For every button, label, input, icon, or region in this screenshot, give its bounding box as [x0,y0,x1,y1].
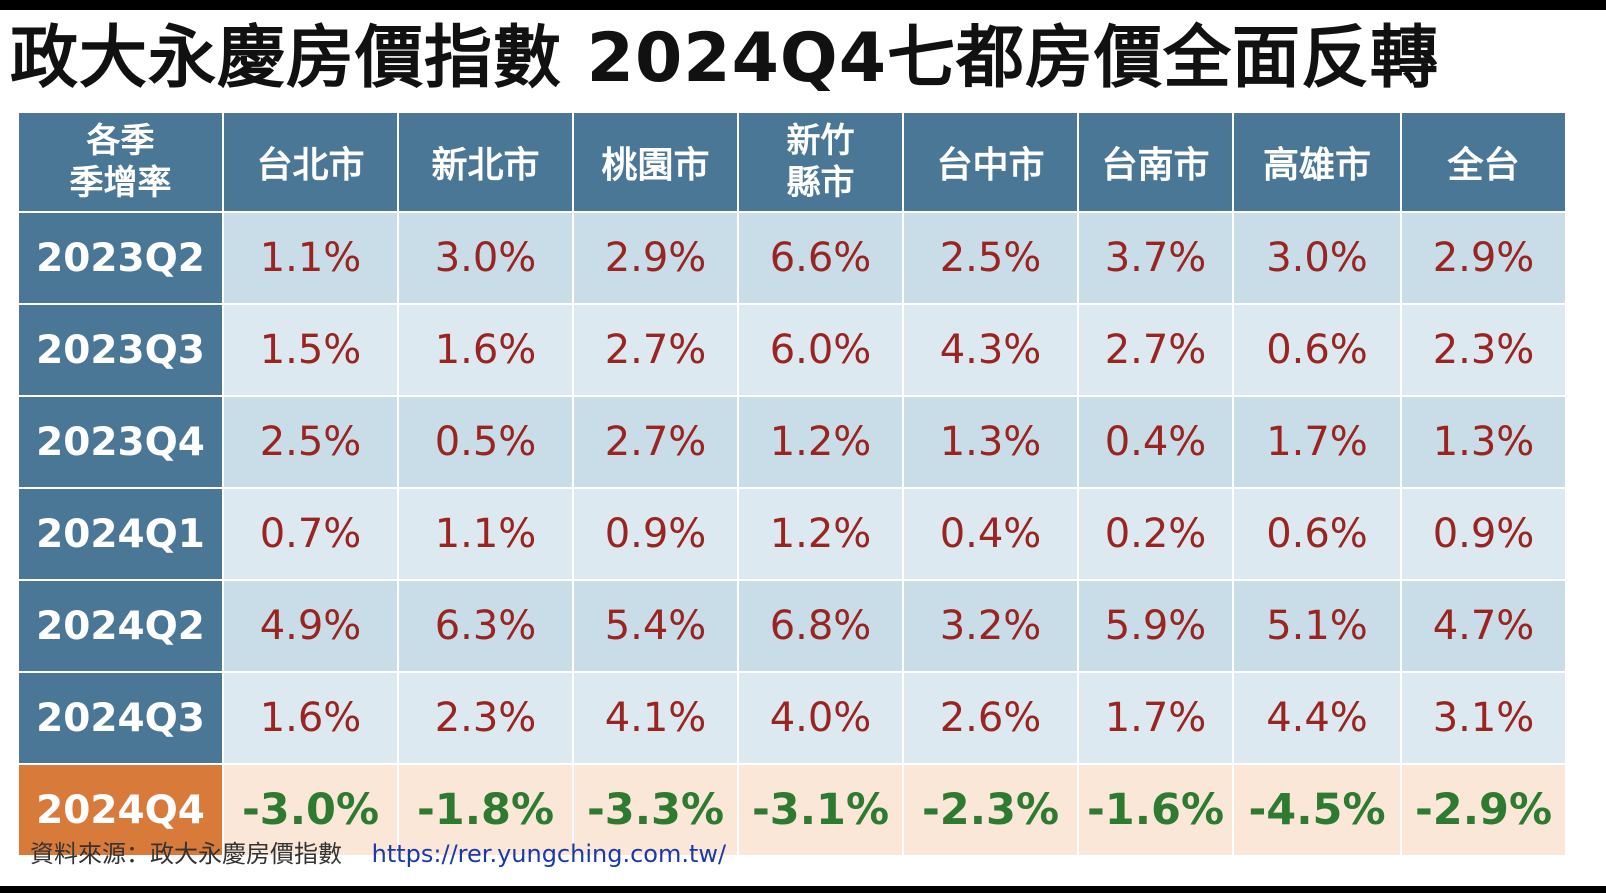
column-header-line: 台北市 [256,145,365,186]
data-cell: 6.6% [739,213,902,303]
data-cell: 0.6% [1234,305,1400,395]
data-cell: 2.7% [574,397,737,487]
data-cell: 1.5% [224,305,397,395]
data-cell: -2.3% [904,765,1077,855]
column-header: 高雄市 [1234,113,1400,211]
data-cell: 0.4% [1079,397,1232,487]
corner-header-line: 各季 [86,121,155,161]
data-cell: 4.7% [1402,581,1565,671]
data-cell: 2.7% [1079,305,1232,395]
column-header-line: 縣市 [786,163,855,203]
data-cell: 6.3% [399,581,572,671]
data-cell: 0.6% [1234,489,1400,579]
data-cell: -3.1% [739,765,902,855]
column-header: 台南市 [1079,113,1232,211]
column-header: 桃園市 [574,113,737,211]
data-cell: 1.2% [739,489,902,579]
data-cell: 0.7% [224,489,397,579]
data-cell: 2.9% [574,213,737,303]
column-header-line: 高雄市 [1262,145,1371,186]
data-cell: 2.9% [1402,213,1565,303]
row-label: 2024Q4 [19,765,222,855]
data-cell: 1.7% [1079,673,1232,763]
data-cell: 4.3% [904,305,1077,395]
data-cell: 3.0% [399,213,572,303]
data-cell: 2.3% [399,673,572,763]
data-cell: 1.1% [399,489,572,579]
data-cell: -1.6% [1079,765,1232,855]
data-cell: 4.0% [739,673,902,763]
data-cell: 5.9% [1079,581,1232,671]
data-cell: 2.5% [904,213,1077,303]
data-cell: 3.7% [1079,213,1232,303]
data-cell: 6.8% [739,581,902,671]
top-border [0,0,1606,10]
data-cell: 1.7% [1234,397,1400,487]
data-cell: 5.1% [1234,581,1400,671]
data-cell: -3.3% [574,765,737,855]
data-cell: 0.5% [399,397,572,487]
row-label: 2023Q2 [19,213,222,303]
data-cell: 1.2% [739,397,902,487]
column-header-line: 台中市 [936,145,1045,186]
data-cell: 2.3% [1402,305,1565,395]
data-cell: 0.2% [1079,489,1232,579]
data-cell: -3.0% [224,765,397,855]
data-cell: 1.6% [399,305,572,395]
column-header: 新竹 縣市 [739,113,902,211]
column-header: 新北市 [399,113,572,211]
column-header-line: 全台 [1447,145,1520,186]
data-cell: 1.3% [904,397,1077,487]
column-header-line: 新北市 [431,145,540,186]
data-cell: 0.9% [574,489,737,579]
data-cell: -4.5% [1234,765,1400,855]
corner-header: 各季 季增率 [19,113,222,211]
data-cell: 4.4% [1234,673,1400,763]
data-cell: 3.1% [1402,673,1565,763]
growth-rate-table: 各季 季增率 台北市 新北市 桃園市 新竹 縣市 台中市 台南市 高雄市 全台 2023Q2 1.1% 3… [19,113,1565,855]
data-cell: 6.0% [739,305,902,395]
column-header: 台北市 [224,113,397,211]
data-cell: 2.6% [904,673,1077,763]
bottom-border [0,886,1606,893]
row-label: 2024Q2 [19,581,222,671]
data-cell: -2.9% [1402,765,1565,855]
corner-header-line: 季增率 [69,163,172,203]
data-cell: 0.4% [904,489,1077,579]
row-label: 2023Q3 [19,305,222,395]
data-cell: 0.9% [1402,489,1565,579]
page-title: 政大永慶房價指數 2024Q4七都房價全面反轉 [10,19,1440,98]
column-header: 台中市 [904,113,1077,211]
data-cell: 2.7% [574,305,737,395]
column-header: 全台 [1402,113,1565,211]
row-label: 2024Q3 [19,673,222,763]
source-url-link[interactable]: https://rer.yungching.com.tw/ [371,840,727,868]
row-label: 2024Q1 [19,489,222,579]
column-header-line: 桃園市 [601,145,710,186]
data-cell: 1.3% [1402,397,1565,487]
data-cell: 4.9% [224,581,397,671]
data-cell: 1.6% [224,673,397,763]
data-cell: 3.0% [1234,213,1400,303]
data-cell: 1.1% [224,213,397,303]
column-header-line: 新竹 [786,121,855,161]
source-footer: 資料來源：政大永慶房價指數 https://rer.yungching.com.… [30,834,726,874]
data-cell: 2.5% [224,397,397,487]
source-text: 資料來源：政大永慶房價指數 [30,840,342,868]
data-cell: 4.1% [574,673,737,763]
row-label: 2023Q4 [19,397,222,487]
column-header-line: 台南市 [1101,145,1210,186]
data-cell: -1.8% [399,765,572,855]
data-cell: 5.4% [574,581,737,671]
data-cell: 3.2% [904,581,1077,671]
